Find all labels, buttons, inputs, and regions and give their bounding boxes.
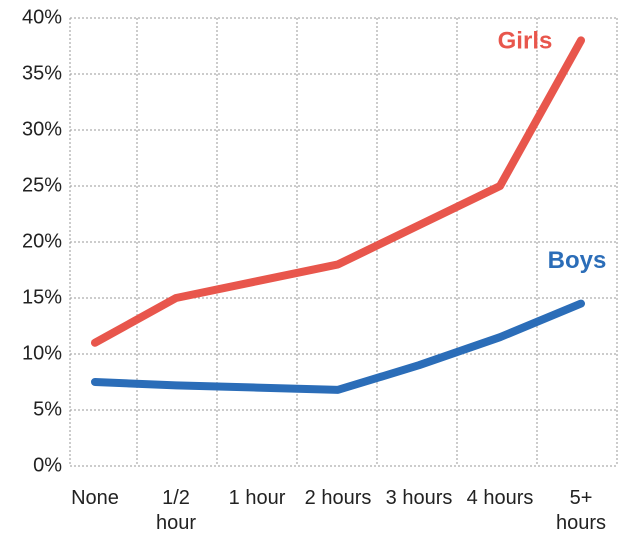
y-tick-label: 25% [22, 174, 62, 196]
series-label: Girls [498, 27, 553, 54]
series-label: Boys [548, 247, 607, 274]
x-tick-label: 5+ hours [555, 487, 607, 534]
y-tick-label: 5% [33, 398, 62, 420]
y-tick-label: 10% [22, 342, 62, 364]
series-line [91, 36, 585, 347]
y-tick-label: 15% [22, 286, 62, 308]
x-tick-label: 4 hours [466, 487, 534, 509]
y-tick-label: 0% [33, 454, 62, 476]
x-tick-label: 1 hour [228, 487, 286, 509]
x-tick-label: None [71, 487, 119, 509]
series-line [91, 299, 585, 394]
x-tick-label: 3 hours [385, 487, 453, 509]
x-tick-label: 2 hours [304, 487, 372, 509]
y-tick-label: 20% [22, 230, 62, 252]
x-tick-label: 1/2 hour [155, 487, 197, 534]
y-tick-label: 30% [22, 118, 62, 140]
y-tick-label: 35% [22, 62, 62, 84]
y-tick-label: 40% [22, 6, 62, 28]
